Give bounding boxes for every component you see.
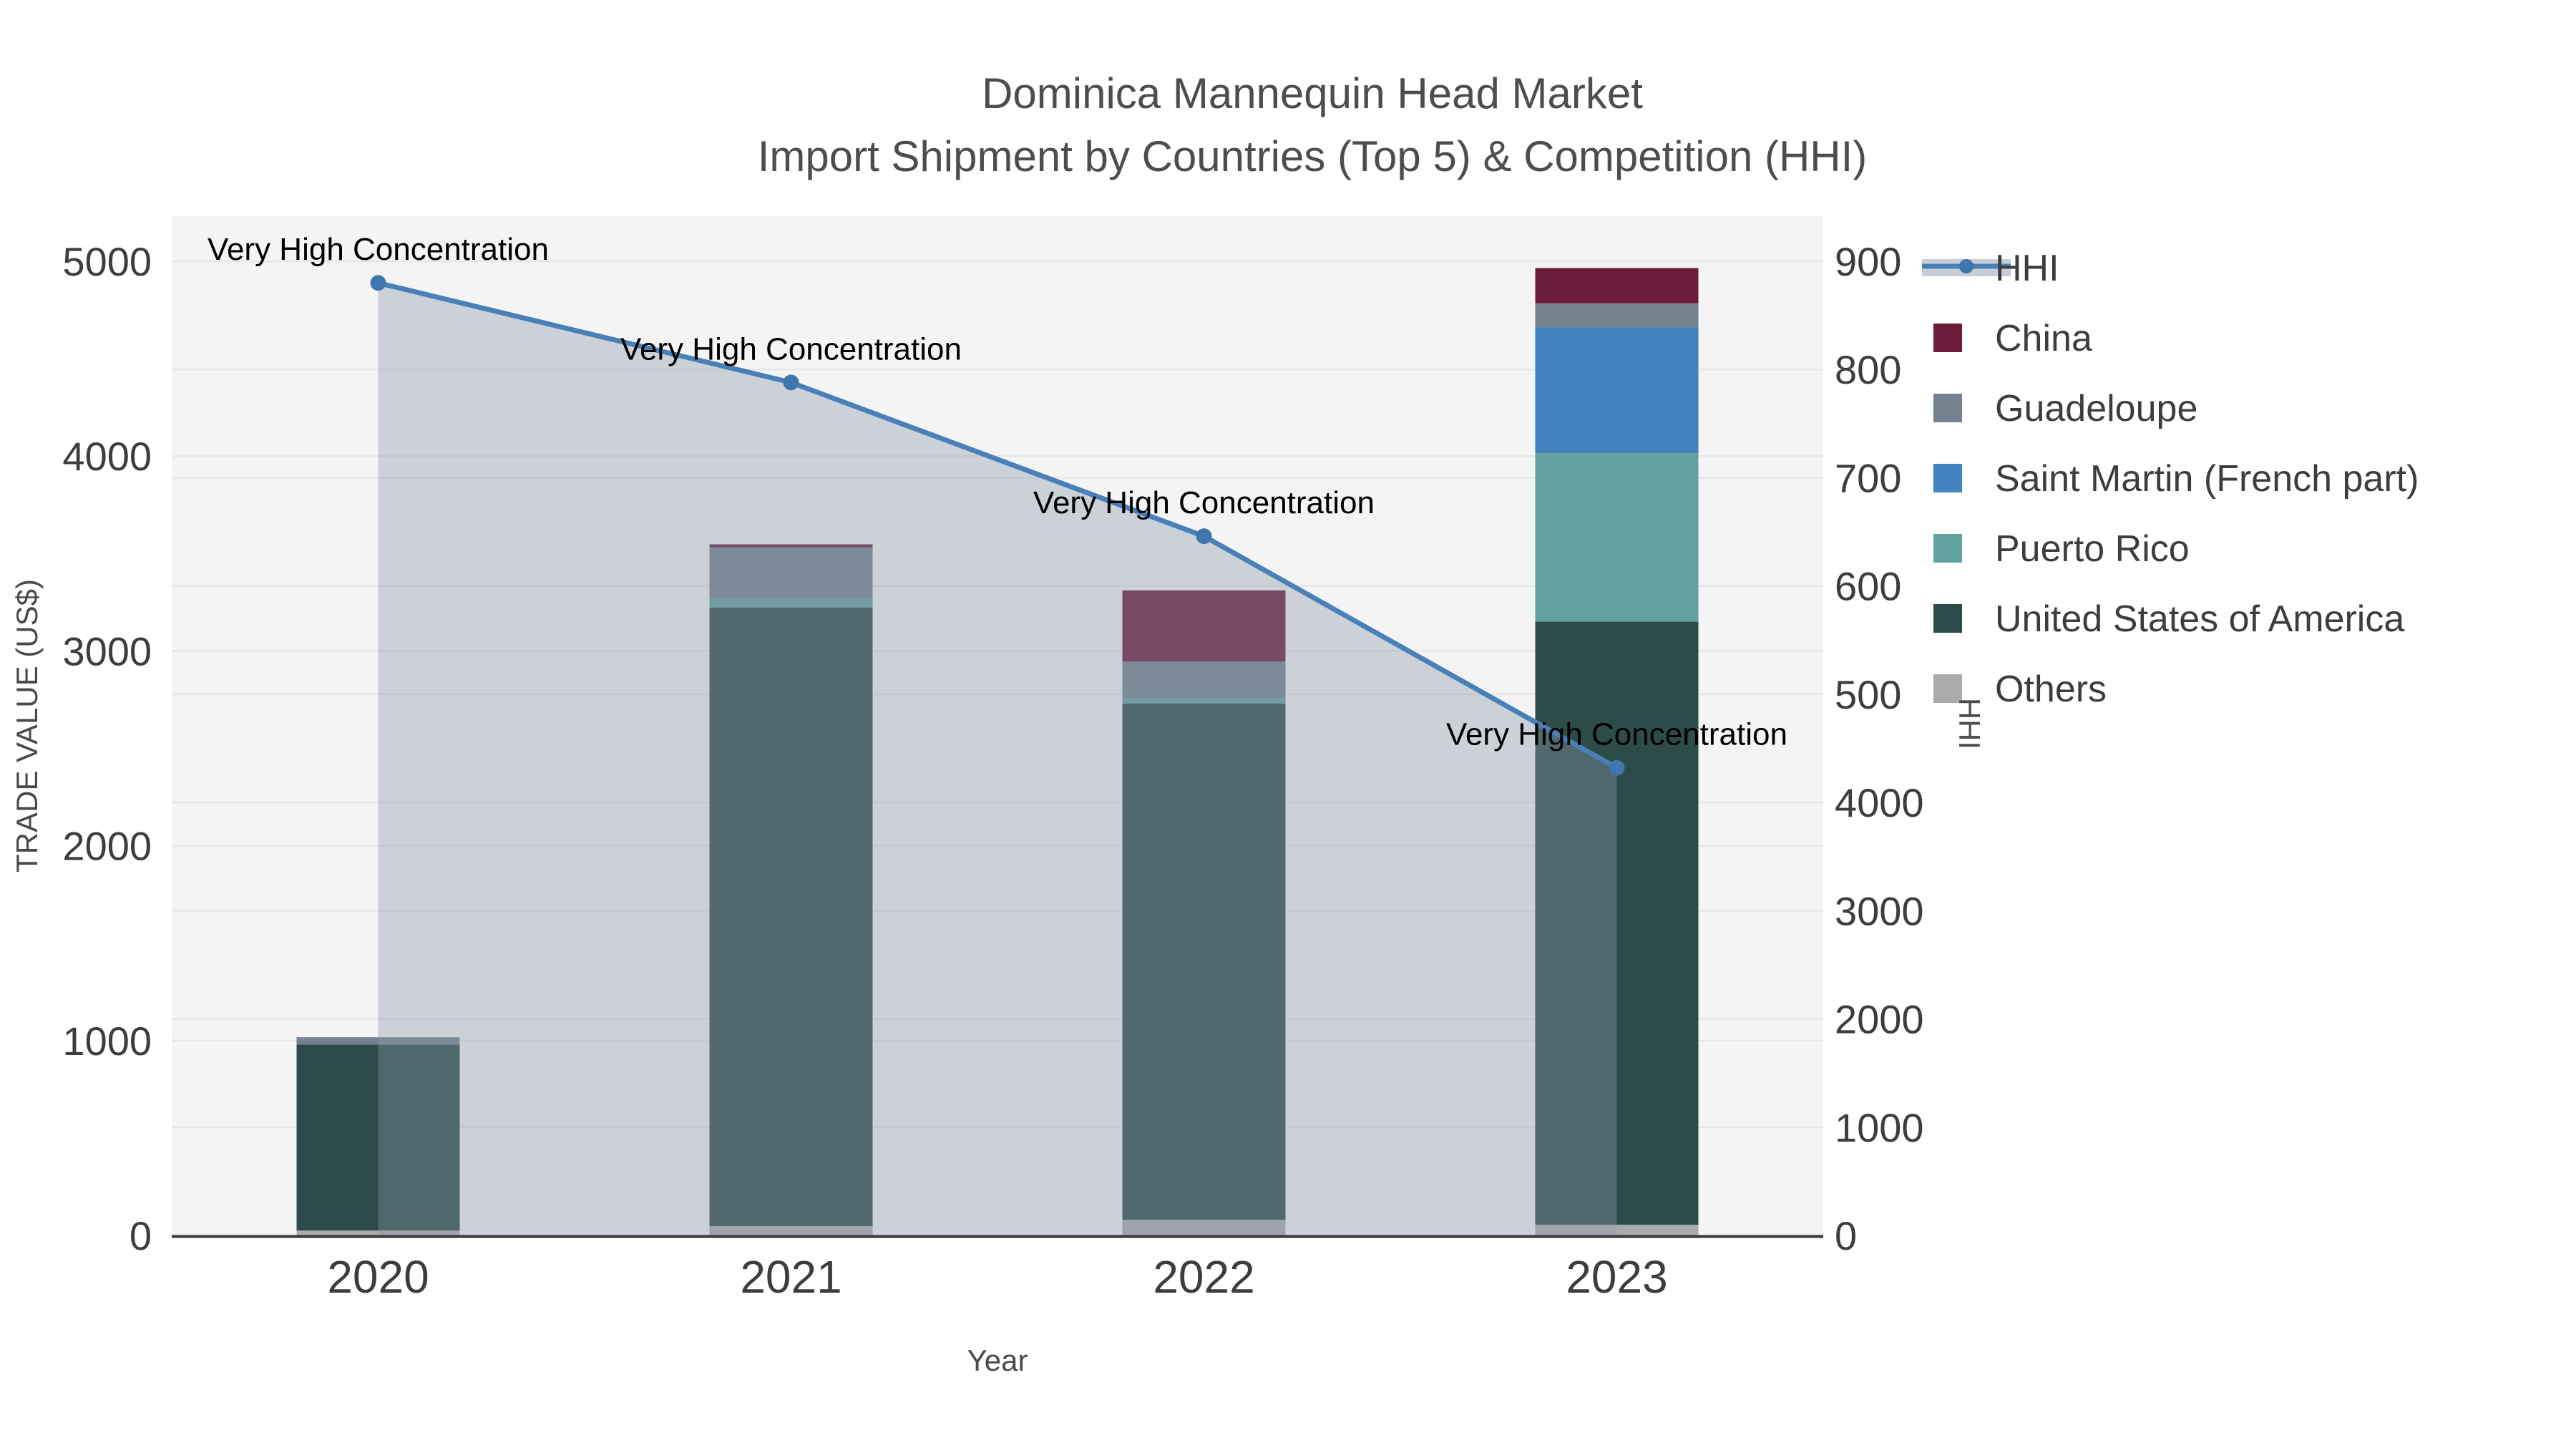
y-right-tick-label: 3000 (1835, 888, 1924, 933)
bar-segment-2021-others (709, 1225, 873, 1235)
bar-segment-2023-guadeloupe (1535, 303, 1699, 328)
legend-swatch (1933, 324, 1962, 352)
legend-label: HHI (1995, 248, 2059, 289)
y-left-tick-label: 3000 (62, 628, 152, 674)
legend-swatch (1933, 394, 1962, 422)
bar-segment-2023-china (1535, 268, 1699, 303)
bar-segment-2022-others (1122, 1220, 1286, 1235)
legend-item: HHI (1922, 248, 2059, 289)
bar-segment-2023-others (1535, 1225, 1699, 1235)
y-right-tick-label: 800 (1835, 347, 1901, 392)
legend-label: Saint Martin (French part) (1995, 458, 2419, 500)
y-left-tick-label: 1000 (62, 1019, 152, 1064)
chart-title-line1: Dominica Mannequin Head Market (982, 69, 1643, 117)
bar-segment-2022-china (1122, 590, 1286, 662)
bar-segment-2021-puerto_rico (709, 598, 873, 608)
legend-swatch (1933, 534, 1962, 563)
legend-item: Saint Martin (French part) (1933, 458, 2419, 500)
legend-item: China (1933, 318, 2092, 359)
y-right-tick-label: 4000 (1835, 780, 1924, 825)
x-tick-label: 2023 (1566, 1251, 1667, 1303)
y-right-tick-label: 2000 (1835, 997, 1924, 1042)
annotation: Very High Concentration (620, 331, 962, 366)
y-right-tick-label: 600 (1835, 564, 1901, 609)
legend-item: Guadeloupe (1933, 388, 2197, 429)
annotation: Very High Concentration (208, 232, 549, 267)
x-tick-label: 2020 (327, 1251, 429, 1303)
legend-label: Puerto Rico (1995, 528, 2190, 570)
legend-swatch (1933, 604, 1962, 633)
x-axis-label: Year (967, 1343, 1028, 1377)
hhi-line (377, 280, 1619, 770)
bar-segment-2022-guadeloupe (1122, 661, 1286, 699)
bar-segment-2023-usa (1535, 621, 1699, 1225)
annotation: Very High Concentration (1033, 485, 1375, 520)
y-left-tick-label: 5000 (62, 239, 152, 284)
legend-swatch (1933, 674, 1962, 703)
bar-segment-2021-guadeloupe (709, 547, 873, 599)
y-right-tick-label: 900 (1835, 239, 1901, 284)
annotation: Very High Concentration (1446, 717, 1787, 752)
bar-segment-2023-saint_martin (1535, 327, 1699, 454)
legend-layer: HHI China Guadeloupe Saint Martin (French p… (1922, 248, 2419, 710)
y-right-tick-label: 700 (1835, 455, 1901, 500)
hhi-area-layer (378, 283, 1617, 1236)
y-right-tick-label: 500 (1835, 672, 1901, 717)
y-right-axis-label: HHI (1953, 698, 1986, 749)
bar-segment-2020-usa (296, 1044, 460, 1231)
x-tick-label: 2022 (1153, 1251, 1254, 1303)
legend-item: Others (1933, 669, 2107, 710)
bar-segment-2020-guadeloupe (296, 1037, 460, 1045)
axes-layer: 0 1000 2000 3000 4000 5000 0 1000 2000 3000 4000 50… (62, 239, 1923, 1303)
legend-label: United States of America (1995, 598, 2404, 640)
bar-segment-2021-usa (709, 607, 873, 1226)
legend-swatch (1933, 464, 1962, 492)
y-left-tick-label: 2000 (62, 824, 152, 869)
legend-item: United States of America (1933, 598, 2404, 640)
y-left-tick-label: 4000 (62, 434, 152, 479)
bar-segment-2021-china (709, 544, 873, 548)
hhi-line-layer (370, 275, 1625, 776)
legend-label: Others (1995, 669, 2107, 710)
legend-item: Puerto Rico (1933, 528, 2190, 570)
hhi-marker (1196, 528, 1212, 545)
hhi-marker (783, 374, 799, 391)
hhi-marker (1609, 759, 1625, 776)
x-tick-label: 2021 (740, 1251, 841, 1303)
y-right-tick-label: 0 (1835, 1213, 1857, 1258)
bar-segment-2022-usa (1122, 703, 1286, 1220)
hhi-area (378, 283, 1617, 1236)
legend-label: Guadeloupe (1995, 388, 2197, 429)
bar-segment-2022-puerto_rico (1122, 698, 1286, 704)
legend-label: China (1995, 318, 2092, 359)
hhi-marker (370, 275, 386, 291)
bars-layer (296, 268, 1699, 1235)
bar-segment-2023-puerto_rico (1535, 453, 1699, 622)
chart-title-line2: Import Shipment by Countries (Top 5) & C… (758, 132, 1868, 180)
bar-segment-2020-others (296, 1230, 460, 1235)
y-left-axis-label: TRADE VALUE (US$) (10, 579, 44, 873)
y-left-tick-label: 0 (130, 1213, 152, 1258)
annotations-layer: Very High Concentration Very High Concent… (208, 232, 1787, 752)
legend-hhi-marker (1959, 259, 1974, 273)
y-right-tick-label: 1000 (1835, 1105, 1924, 1150)
